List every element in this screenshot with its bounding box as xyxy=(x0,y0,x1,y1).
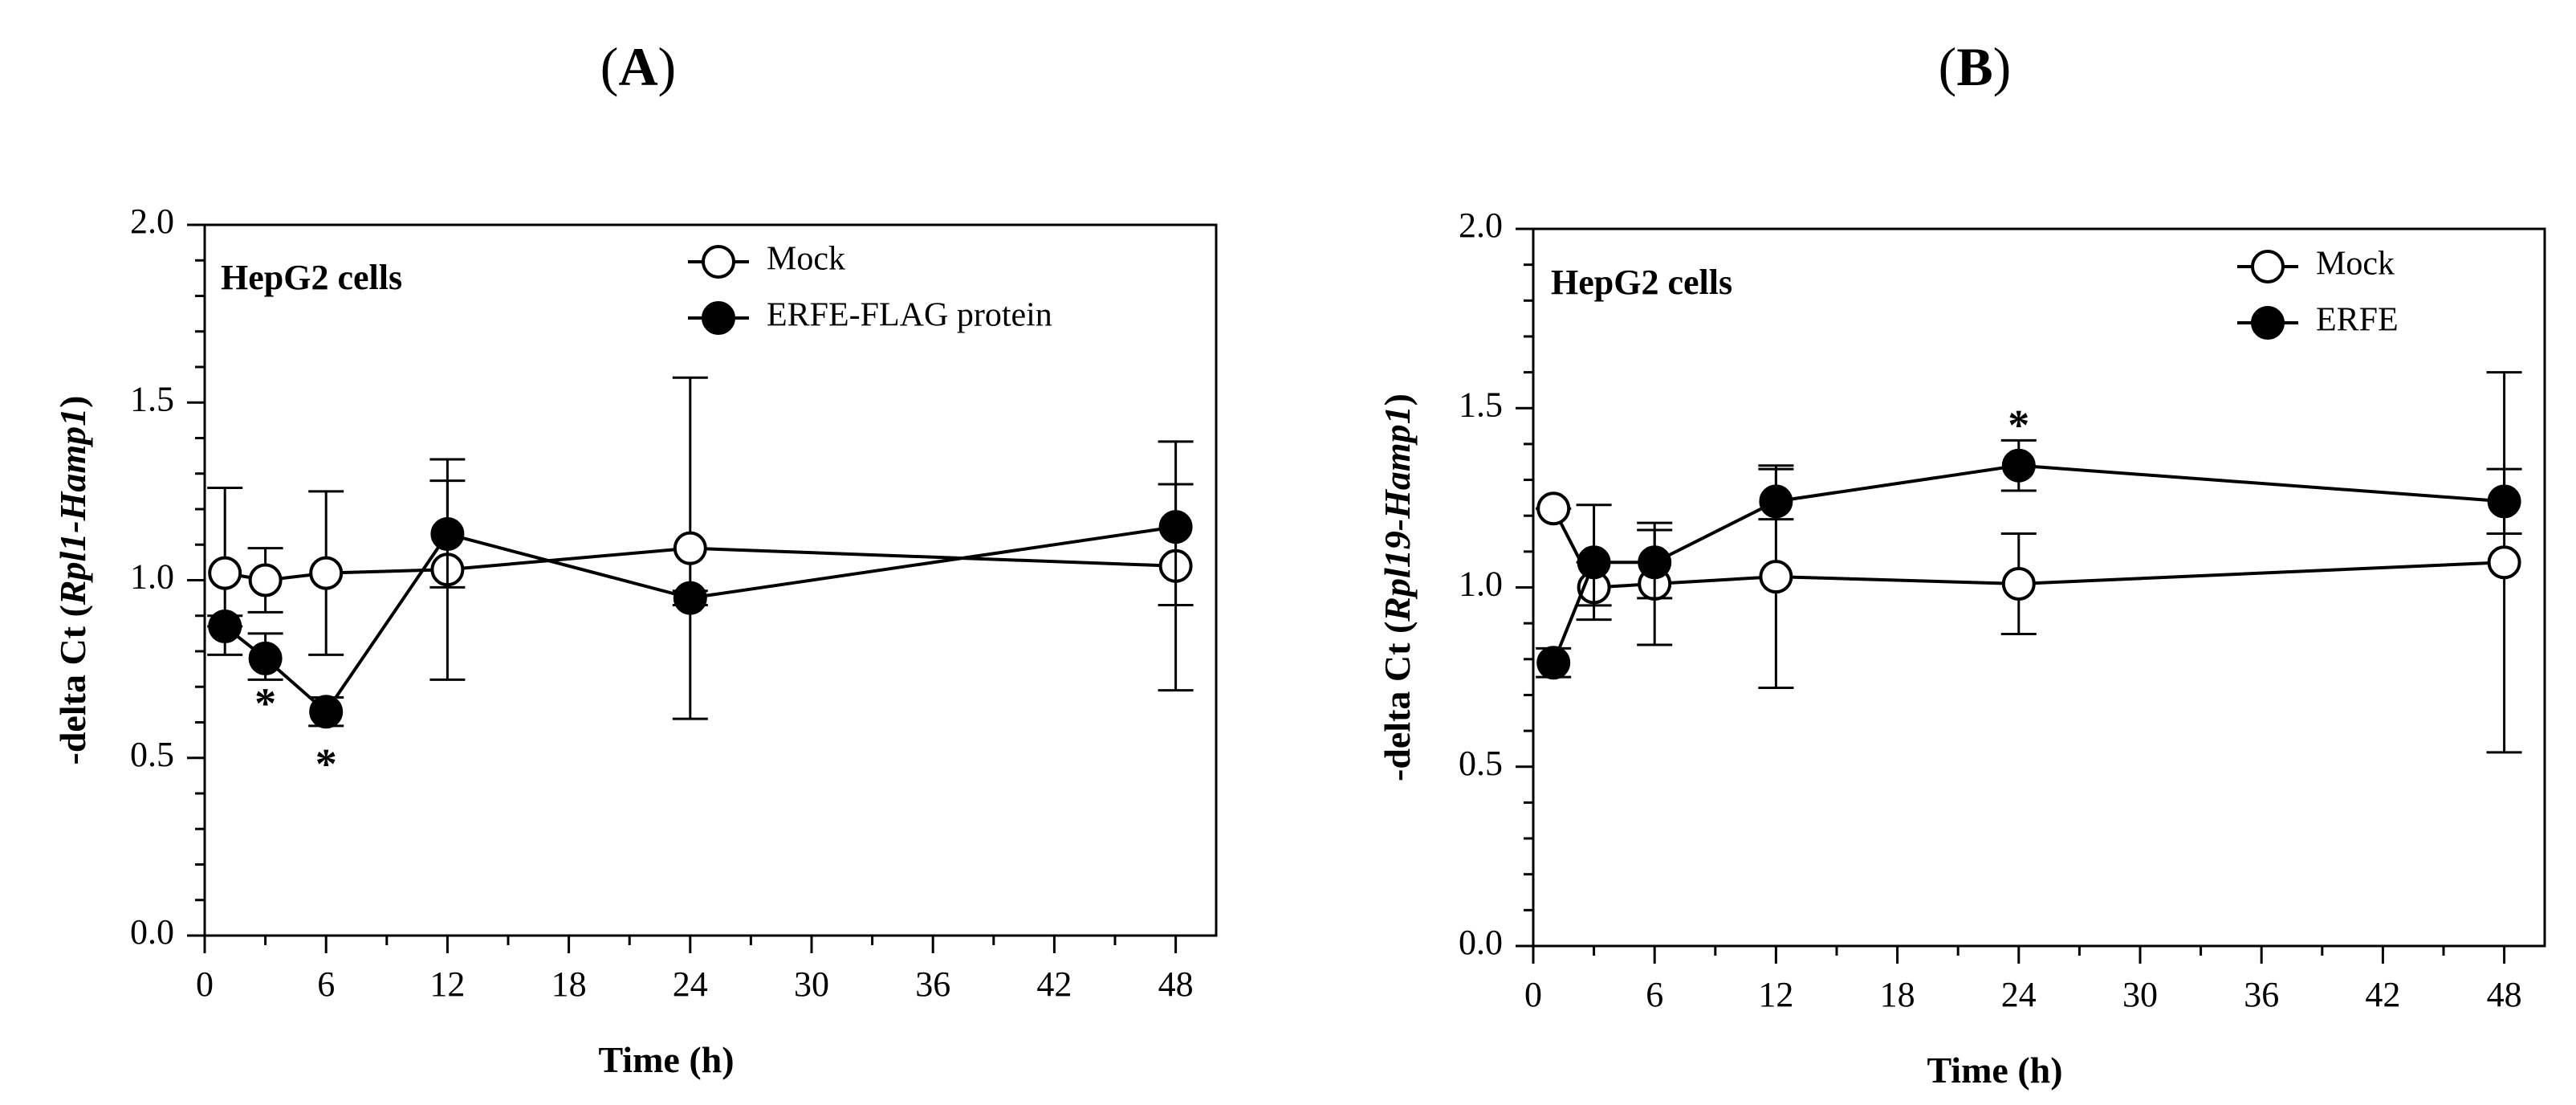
data-point xyxy=(430,516,465,551)
x-tick-label: 30 xyxy=(794,964,829,1004)
data-point xyxy=(2487,484,2521,519)
x-tick-label: 12 xyxy=(1758,975,1793,1014)
legend-label: ERFE-FLAG protein xyxy=(767,297,1052,334)
x-tick-label: 36 xyxy=(2244,975,2279,1014)
y-tick-label: 2.0 xyxy=(1459,206,1503,245)
x-axis-title: Time (h) xyxy=(598,1039,734,1080)
data-point xyxy=(1577,545,1611,580)
chart-panel-B: (B) 0.0 0.5 1.0 1.5 2.0 0 6 12 18 24 30 36 42 48 Time (… xyxy=(1377,36,2546,1091)
y-tick-label: 1.0 xyxy=(1459,565,1503,604)
series-line xyxy=(1552,463,2505,664)
data-point xyxy=(1158,510,1193,544)
data-point xyxy=(248,563,283,597)
legend-marker xyxy=(2251,306,2285,340)
x-tick-label: 18 xyxy=(551,964,587,1004)
legend-label: Mock xyxy=(767,241,845,278)
y-axis-title: -delta Ct (Rpl19-Hamp1) xyxy=(1377,393,1418,781)
panel-label: (A) xyxy=(600,36,676,97)
data-point xyxy=(309,695,344,729)
data-point xyxy=(208,556,242,590)
y-axis-title: -delta Ct (Rpl1-Hamp1) xyxy=(52,396,93,765)
data-point xyxy=(2001,567,2036,601)
data-point xyxy=(208,610,242,644)
significance-marker: * xyxy=(315,740,337,788)
data-point xyxy=(673,581,707,615)
data-point xyxy=(1638,545,1672,580)
data-point xyxy=(673,531,707,565)
cell-line-annotation: HepG2 cells xyxy=(221,258,402,297)
data-point xyxy=(309,556,344,590)
legend-marker xyxy=(702,245,735,279)
significance-marker: * xyxy=(254,679,276,728)
x-tick-label: 0 xyxy=(196,964,214,1004)
x-tick-label: 48 xyxy=(1158,964,1194,1004)
x-tick-label: 24 xyxy=(2001,975,2037,1014)
significance-marker: * xyxy=(2008,401,2029,449)
x-tick-label: 42 xyxy=(2365,975,2400,1014)
x-tick-label: 30 xyxy=(2122,975,2158,1014)
series-erfe-flag-protein xyxy=(207,440,1194,729)
y-tick-label: 1.5 xyxy=(130,379,174,418)
legend-marker xyxy=(702,301,735,335)
y-tick-label: 0.0 xyxy=(1459,923,1503,962)
legend-label: Mock xyxy=(2316,246,2395,283)
data-point xyxy=(1759,484,1793,519)
y-tick-label: 0.5 xyxy=(130,735,174,774)
x-axis-title: Time (h) xyxy=(1927,1050,2062,1091)
data-point xyxy=(2001,448,2036,483)
y-tick-label: 1.0 xyxy=(130,557,174,597)
data-point xyxy=(1759,560,1793,594)
x-tick-label: 24 xyxy=(673,964,708,1004)
y-tick-label: 0.0 xyxy=(130,912,174,952)
x-tick-label: 12 xyxy=(429,964,465,1004)
data-point xyxy=(248,641,283,675)
x-tick-label: 6 xyxy=(1646,975,1663,1014)
x-tick-label: 6 xyxy=(317,964,335,1004)
y-tick-label: 1.5 xyxy=(1459,385,1503,424)
x-tick-label: 42 xyxy=(1036,964,1072,1004)
legend: Mock ERFE-FLAG protein xyxy=(688,241,1052,335)
y-tick-label: 0.5 xyxy=(1459,744,1503,783)
y-tick-label: 2.0 xyxy=(130,202,174,241)
series-erfe xyxy=(1536,438,2522,680)
x-tick-label: 0 xyxy=(1524,975,1542,1014)
data-point xyxy=(1536,646,1571,680)
x-tick-label: 48 xyxy=(2487,975,2522,1014)
legend-marker xyxy=(2251,250,2285,283)
chart-panel-A: (A) 0.0 0.5 1.0 1.5 2.0 0 6 12 18 24 30 36 42 48 Time (… xyxy=(52,36,1218,1080)
data-point xyxy=(1536,491,1571,526)
cell-line-annotation: HepG2 cells xyxy=(1551,263,1732,302)
data-point xyxy=(2487,545,2521,580)
panel-label: (B) xyxy=(1939,36,2012,97)
legend: Mock ERFE xyxy=(2237,246,2399,340)
legend-label: ERFE xyxy=(2316,302,2399,339)
x-tick-label: 36 xyxy=(915,964,950,1004)
x-tick-label: 18 xyxy=(1880,975,1915,1014)
